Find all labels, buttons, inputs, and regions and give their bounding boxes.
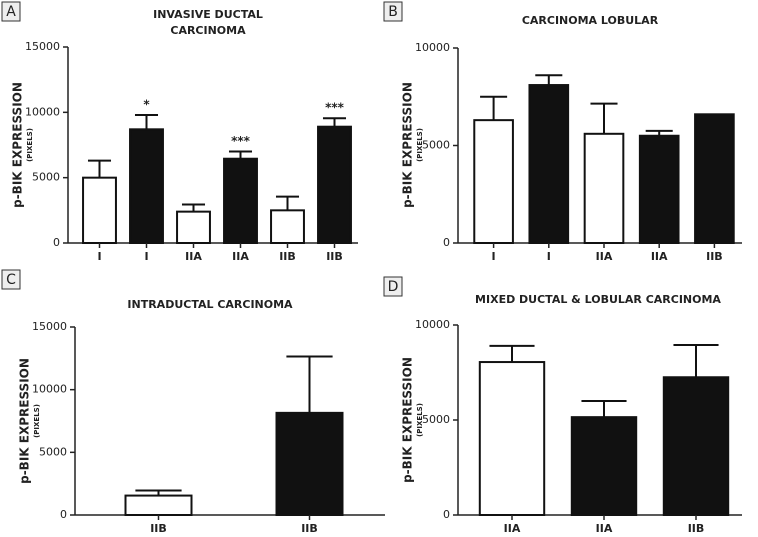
x-tick-label: IIB xyxy=(301,522,318,533)
y-axis-unit: (PIXELS) xyxy=(416,128,424,162)
bar xyxy=(570,416,638,516)
x-tick-label: IIB xyxy=(279,250,296,263)
bar xyxy=(662,376,730,516)
panel-label: D xyxy=(388,279,399,295)
significance-label: * xyxy=(143,97,150,111)
y-tick-label: 10000 xyxy=(32,383,67,396)
y-tick-label: 15000 xyxy=(32,320,67,333)
bar xyxy=(129,128,164,245)
bar xyxy=(176,210,211,244)
y-tick-label: 10000 xyxy=(415,318,450,331)
bar xyxy=(528,84,570,244)
y-axis-label: p-BIK EXPRESSION xyxy=(401,357,415,483)
chart-title: INTRADUCTAL CARCINOMA xyxy=(127,298,293,311)
x-tick-label: IIA xyxy=(596,250,613,263)
bar xyxy=(473,119,514,244)
panel-label: B xyxy=(388,4,398,20)
y-axis-unit: (PIXELS) xyxy=(33,404,41,438)
y-tick-label: 5000 xyxy=(32,171,60,184)
x-tick-label: IIA xyxy=(651,250,668,263)
bar xyxy=(275,411,344,516)
y-tick-label: 10000 xyxy=(415,41,450,54)
bar xyxy=(82,176,117,245)
y-axis-label: p-BIK EXPRESSION xyxy=(401,82,415,208)
x-tick-label: IIA xyxy=(596,522,613,533)
bar xyxy=(317,125,352,244)
y-tick-label: 0 xyxy=(53,236,60,249)
chart-title: CARCINOMA LOBULAR xyxy=(522,14,659,27)
bar xyxy=(124,494,193,516)
bar xyxy=(223,157,258,244)
panel-label: A xyxy=(6,4,16,20)
panel-label-box xyxy=(383,1,403,22)
x-tick-label: IIA xyxy=(185,250,202,263)
y-tick-label: 10000 xyxy=(25,105,60,118)
x-tick-label: IIA xyxy=(232,250,249,263)
x-tick-label: I xyxy=(97,250,101,263)
y-tick-label: 5000 xyxy=(422,139,450,152)
chart-title: CARCINOMA xyxy=(170,24,246,37)
x-tick-label: I xyxy=(492,250,496,263)
bar xyxy=(270,209,305,244)
x-tick-label: IIB xyxy=(706,250,723,263)
bar xyxy=(478,361,546,516)
x-tick-label: IIA xyxy=(504,522,521,533)
y-axis-unit: (PIXELS) xyxy=(416,403,424,437)
panel-label-box xyxy=(383,276,403,297)
x-tick-label: IIB xyxy=(688,522,705,533)
y-tick-label: 0 xyxy=(443,508,450,521)
y-axis-unit: (PIXELS) xyxy=(26,128,34,162)
bar xyxy=(694,113,735,244)
y-tick-label: 15000 xyxy=(25,40,60,53)
x-tick-label: I xyxy=(547,250,551,263)
bar xyxy=(638,134,680,244)
x-tick-label: IIB xyxy=(326,250,343,263)
y-tick-label: 0 xyxy=(443,236,450,249)
significance-label: *** xyxy=(325,101,345,115)
bar xyxy=(583,132,625,244)
chart-title: INVASIVE DUCTAL xyxy=(153,8,263,21)
panel-label-box xyxy=(1,1,21,22)
y-axis-label: p-BIK EXPRESSION xyxy=(18,358,32,484)
y-tick-label: 5000 xyxy=(422,413,450,426)
panel-label-box xyxy=(1,269,21,290)
x-tick-label: I xyxy=(144,250,148,263)
significance-label: *** xyxy=(231,134,251,148)
chart-title: MIXED DUCTAL & LOBULAR CARCINOMA xyxy=(475,293,721,306)
y-axis-label: p-BIK EXPRESSION xyxy=(11,82,25,208)
x-tick-label: IIB xyxy=(150,522,167,533)
y-tick-label: 5000 xyxy=(39,445,67,458)
panel-label: C xyxy=(6,272,16,288)
y-tick-label: 0 xyxy=(60,508,67,521)
